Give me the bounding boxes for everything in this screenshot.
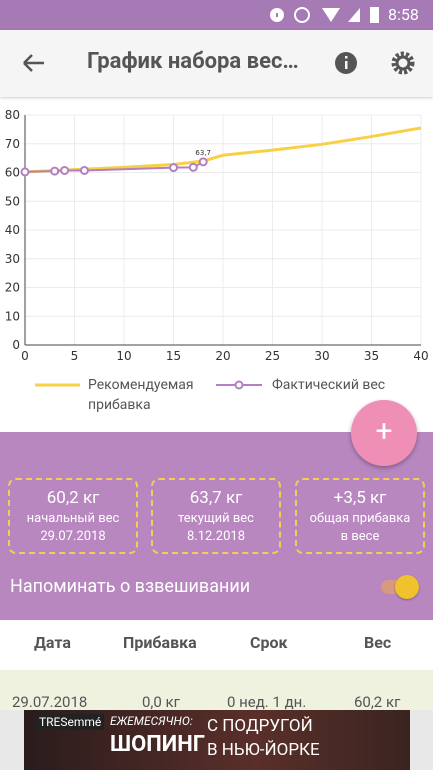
legend-label: Рекомендуемая прибавка — [88, 377, 194, 413]
toggle-knob — [395, 575, 419, 599]
y-tick-label: 40 — [5, 223, 20, 237]
x-tick-label: 15 — [166, 349, 181, 363]
table-cell: 0,0 кг — [142, 693, 180, 711]
stat-value: +3,5 кг — [333, 488, 387, 508]
y-tick-label: 60 — [5, 166, 20, 180]
legend-swatch — [234, 380, 244, 390]
toolbar: График набора вес… — [0, 30, 433, 97]
stat-sub: в весе — [340, 529, 380, 544]
stat-value: 63,7 кг — [189, 488, 243, 508]
ad-text: ЕЖЕМЕСЯЧНО: — [110, 714, 193, 728]
stat-value: 60,2 кг — [46, 488, 100, 508]
x-tick-label: 40 — [413, 349, 428, 363]
point-marker — [60, 165, 70, 175]
y-tick-label: 0 — [12, 338, 20, 352]
stats-panel: 60,2 кг начальный вес 29.07.2018 63,7 кг те… — [0, 432, 433, 620]
x-tick-label: 5 — [71, 349, 79, 363]
x-tick-label: 25 — [265, 349, 280, 363]
y-tick-label: 50 — [5, 194, 20, 208]
status-bar: 8:58 — [0, 0, 433, 30]
x-tick-label: 35 — [364, 349, 379, 363]
table-cell: 60,2 кг — [354, 693, 401, 711]
ad-text: С ПОДРУГОЙ — [207, 716, 313, 736]
table-cell: 0 нед. 1 дн. — [227, 693, 307, 711]
table-cell: 29.07.2018 — [12, 693, 88, 711]
legend-swatches — [35, 380, 262, 390]
table-header: Прибавка — [123, 633, 197, 652]
table-row[interactable] — [0, 670, 433, 710]
y-tick-label: 10 — [5, 309, 20, 323]
stat-box: 63,7 кг текущий вес 8.12.2018 — [151, 478, 281, 554]
x-tick-label: 0 — [21, 349, 29, 363]
time: 8:58 — [388, 5, 419, 24]
x-tick-label: 10 — [116, 349, 131, 363]
toolbar-icons — [23, 51, 415, 75]
y-tick-label: 70 — [5, 137, 20, 151]
stat-label: начальный вес — [26, 511, 120, 526]
stat-box: 60,2 кг начальный вес 29.07.2018 — [8, 478, 138, 554]
table-header: Дата — [34, 633, 71, 652]
ad-text: ШОПИНГ — [110, 732, 205, 757]
point-marker — [50, 166, 60, 176]
status-icons — [270, 7, 379, 23]
add-button[interactable]: + — [351, 400, 417, 466]
point-marker — [79, 165, 89, 175]
x-tick-label: 20 — [215, 349, 230, 363]
legend-label: Фактический вес — [272, 377, 386, 393]
point-marker — [198, 157, 208, 167]
point-marker — [188, 162, 198, 172]
table-header: Вес — [364, 633, 392, 652]
point-marker — [20, 167, 30, 177]
back-button[interactable] — [23, 54, 44, 72]
series-line — [24, 126, 422, 174]
x-tick-label: 30 — [314, 349, 329, 363]
ad-text: В НЬЮ-ЙОРКЕ — [207, 740, 320, 760]
settings-button[interactable] — [391, 51, 415, 75]
stat-label: общая прибавка — [309, 511, 411, 526]
ad-banner[interactable]: TRESemmé ЕЖЕМЕСЯЧНО: ШОПИНГ С ПОДРУГОЙ В… — [0, 710, 433, 770]
toolbar-title: График набора вес… — [87, 49, 299, 74]
y-tick-label: 80 — [5, 108, 20, 122]
chart: 0 10 20 30 40 50 60 70 80 0 5 10 15 20 25 30 35 40 63,7 — [5, 108, 429, 363]
point-marker — [169, 163, 178, 173]
table-header: Срок — [250, 633, 288, 652]
stat-label: текущий вес — [178, 511, 254, 526]
data-label: 63,7 — [195, 149, 211, 157]
stat-sub: 8.12.2018 — [187, 529, 245, 544]
stat-box: +3,5 кг общая прибавка в весе — [295, 478, 425, 554]
legend: Рекомендуемая прибавка Фактический вес — [0, 375, 433, 425]
y-tick-label: 30 — [5, 252, 20, 266]
y-tick-label: 20 — [5, 281, 20, 295]
ad-brand: TRESemmé — [36, 714, 105, 730]
reminder-label: Напоминать о взвешивании — [10, 576, 251, 597]
stat-sub: 29.07.2018 — [40, 529, 106, 544]
